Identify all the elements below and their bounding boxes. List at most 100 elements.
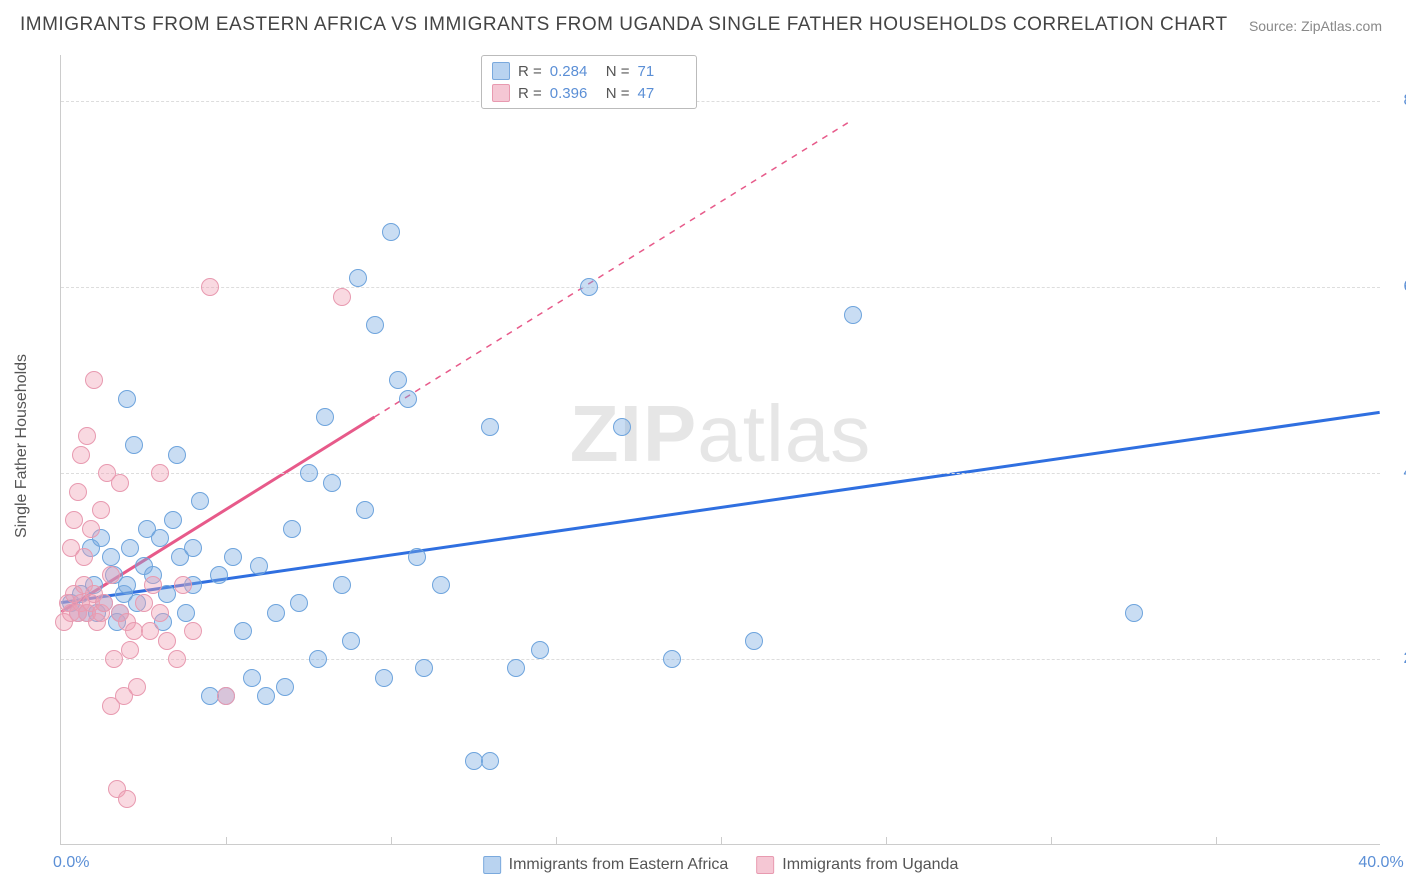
- data-point: [290, 594, 308, 612]
- data-point: [174, 576, 192, 594]
- legend-n-value: 71: [638, 63, 686, 80]
- data-point: [184, 539, 202, 557]
- data-point: [382, 223, 400, 241]
- data-point: [201, 278, 219, 296]
- data-point: [69, 483, 87, 501]
- data-point: [399, 390, 417, 408]
- data-point: [92, 501, 110, 519]
- legend-n-value: 47: [638, 85, 686, 102]
- y-tick-label: 2.0%: [1385, 650, 1406, 668]
- data-point: [217, 687, 235, 705]
- watermark-atlas: atlas: [697, 389, 871, 478]
- data-point: [118, 390, 136, 408]
- data-point: [164, 511, 182, 529]
- data-point: [168, 446, 186, 464]
- data-point: [1125, 604, 1143, 622]
- watermark: ZIPatlas: [570, 388, 871, 480]
- data-point: [144, 576, 162, 594]
- data-point: [184, 622, 202, 640]
- data-point: [125, 436, 143, 454]
- watermark-zip: ZIP: [570, 389, 697, 478]
- gridline: [61, 659, 1380, 660]
- trend-line: [374, 120, 852, 417]
- data-point: [250, 557, 268, 575]
- data-point: [75, 548, 93, 566]
- legend-stat-row: R = 0.396 N = 47: [492, 82, 686, 104]
- chart-title: IMMIGRANTS FROM EASTERN AFRICA VS IMMIGR…: [20, 14, 1228, 36]
- data-point: [613, 418, 631, 436]
- data-point: [531, 641, 549, 659]
- x-tick-mark: [1216, 837, 1217, 845]
- data-point: [243, 669, 261, 687]
- data-point: [121, 539, 139, 557]
- data-point: [323, 474, 341, 492]
- gridline: [61, 473, 1380, 474]
- legend-n-label: N =: [606, 85, 630, 102]
- y-axis-title: Single Father Households: [13, 354, 31, 538]
- data-point: [151, 464, 169, 482]
- data-point: [141, 622, 159, 640]
- source-label: Source: ZipAtlas.com: [1249, 18, 1382, 34]
- data-point: [333, 576, 351, 594]
- data-point: [201, 687, 219, 705]
- data-point: [78, 427, 96, 445]
- data-point: [177, 604, 195, 622]
- legend-n-label: N =: [606, 63, 630, 80]
- x-tick-mark: [226, 837, 227, 845]
- data-point: [125, 622, 143, 640]
- data-point: [580, 278, 598, 296]
- data-point: [267, 604, 285, 622]
- data-point: [408, 548, 426, 566]
- data-point: [85, 371, 103, 389]
- y-tick-label: 8.0%: [1385, 92, 1406, 110]
- data-point: [342, 632, 360, 650]
- legend-swatch: [492, 84, 510, 102]
- data-point: [349, 269, 367, 287]
- data-point: [72, 446, 90, 464]
- data-point: [151, 604, 169, 622]
- data-point: [102, 566, 120, 584]
- legend-swatch: [483, 856, 501, 874]
- data-point: [481, 418, 499, 436]
- data-point: [95, 594, 113, 612]
- data-point: [65, 511, 83, 529]
- data-point: [415, 659, 433, 677]
- y-tick-label: 4.0%: [1385, 464, 1406, 482]
- data-point: [135, 594, 153, 612]
- data-point: [121, 641, 139, 659]
- data-point: [191, 492, 209, 510]
- data-point: [168, 650, 186, 668]
- data-point: [276, 678, 294, 696]
- data-point: [82, 520, 100, 538]
- x-tick-mark: [886, 837, 887, 845]
- data-point: [432, 576, 450, 594]
- data-point: [128, 678, 146, 696]
- data-point: [234, 622, 252, 640]
- gridline: [61, 287, 1380, 288]
- legend-swatch: [492, 62, 510, 80]
- x-tick-mark: [1051, 837, 1052, 845]
- data-point: [105, 650, 123, 668]
- data-point: [745, 632, 763, 650]
- legend-series-item: Immigrants from Eastern Africa: [483, 856, 729, 874]
- legend-r-label: R =: [518, 85, 542, 102]
- x-tick-mark: [391, 837, 392, 845]
- data-point: [663, 650, 681, 668]
- data-point: [283, 520, 301, 538]
- x-tick-mark: [556, 837, 557, 845]
- data-point: [375, 669, 393, 687]
- legend-series-label: Immigrants from Eastern Africa: [509, 856, 729, 874]
- data-point: [118, 790, 136, 808]
- data-point: [316, 408, 334, 426]
- data-point: [300, 464, 318, 482]
- data-point: [481, 752, 499, 770]
- data-point: [507, 659, 525, 677]
- legend-series-item: Immigrants from Uganda: [756, 856, 958, 874]
- legend-r-value: 0.396: [550, 85, 598, 102]
- data-point: [118, 576, 136, 594]
- plot-area: ZIPatlas R =0.284N =71R =0.396N =47 Immi…: [60, 55, 1380, 845]
- legend-r-value: 0.284: [550, 63, 598, 80]
- gridline: [61, 101, 1380, 102]
- data-point: [111, 474, 129, 492]
- data-point: [333, 288, 351, 306]
